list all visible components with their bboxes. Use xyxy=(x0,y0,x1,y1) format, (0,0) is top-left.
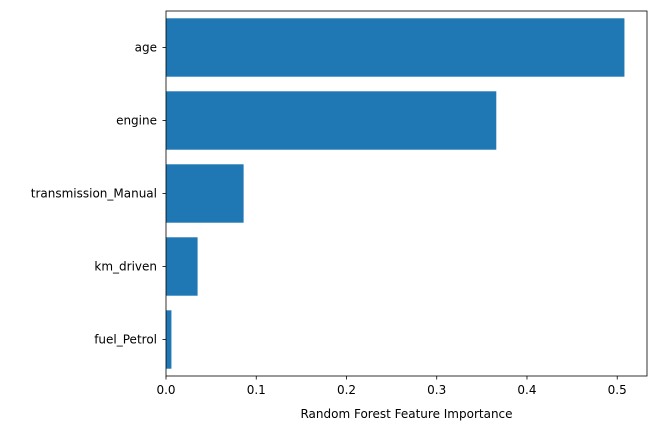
y-tick-label: fuel_Petrol xyxy=(94,333,157,347)
bar-engine xyxy=(166,91,497,150)
x-tick-label: 0.5 xyxy=(608,383,627,397)
y-tick-label: age xyxy=(135,41,157,55)
y-tick-label: km_driven xyxy=(94,260,157,274)
x-tick-label: 0.4 xyxy=(517,383,536,397)
bar-fuel-petrol xyxy=(166,310,172,369)
y-ticks-group: age engine transmission_Manual km_drivenfue… xyxy=(31,41,166,347)
x-tick-label: 0.0 xyxy=(156,383,175,397)
bar-transmission-manual xyxy=(166,164,244,223)
x-tick-label: 0.2 xyxy=(337,383,356,397)
x-tick-label: 0.3 xyxy=(427,383,446,397)
bar-age xyxy=(166,18,625,77)
x-ticks-group: 0.0 0.1 0.2 0.3 0.4 0.5 xyxy=(156,376,627,397)
y-tick-label: engine xyxy=(116,114,157,128)
x-tick-label: 0.1 xyxy=(247,383,266,397)
bar-km-driven xyxy=(166,237,198,296)
bars-group xyxy=(166,18,625,369)
y-tick-label: transmission_Manual xyxy=(31,187,157,201)
x-axis-label: Random Forest Feature Importance xyxy=(300,407,512,421)
